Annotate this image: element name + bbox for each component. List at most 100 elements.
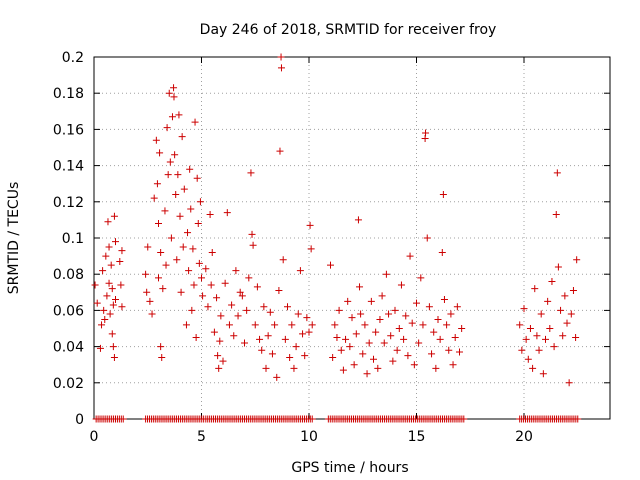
data-point <box>172 191 180 199</box>
data-point <box>439 191 447 199</box>
data-point <box>214 352 222 360</box>
data-point <box>108 330 116 338</box>
data-point <box>531 285 539 293</box>
data-point <box>271 321 279 329</box>
data-point <box>539 370 547 378</box>
data-point <box>348 314 356 322</box>
y-tick-label: 0.14 <box>53 159 84 175</box>
data-point <box>159 285 167 293</box>
data-point <box>170 84 178 92</box>
data-point <box>400 335 408 343</box>
data-point <box>305 328 313 336</box>
data-point <box>221 279 229 287</box>
data-point <box>165 89 173 97</box>
data-point <box>164 171 172 179</box>
data-point <box>236 288 244 296</box>
data-point <box>223 209 231 217</box>
data-point <box>171 151 179 159</box>
data-point <box>184 229 192 237</box>
x-axis-label: GPS time / hours <box>291 460 408 476</box>
x-tick-label: 0 <box>90 429 99 445</box>
data-point <box>516 321 524 329</box>
data-point <box>192 334 200 342</box>
data-point <box>417 274 425 282</box>
data-point <box>104 218 112 226</box>
data-point <box>173 256 181 264</box>
data-point <box>296 267 304 275</box>
data-point <box>354 216 362 224</box>
data-point <box>447 310 455 318</box>
data-point <box>299 330 307 338</box>
data-point <box>561 292 569 300</box>
data-point <box>268 350 276 358</box>
data-point <box>196 198 204 206</box>
data-point <box>449 361 457 369</box>
data-point <box>422 129 430 137</box>
data-point <box>238 292 246 300</box>
y-tick-label: 0.04 <box>53 340 84 356</box>
data-point <box>306 221 314 229</box>
data-point <box>374 364 382 372</box>
data-point <box>186 165 194 173</box>
data-point <box>406 252 414 260</box>
data-point <box>522 335 530 343</box>
y-tick-label: 0 <box>75 412 84 428</box>
data-point <box>393 346 401 354</box>
data-point <box>187 205 195 213</box>
y-tick-label: 0.18 <box>53 86 84 102</box>
data-point <box>438 248 446 256</box>
data-point <box>162 261 170 269</box>
data-point <box>105 279 113 287</box>
data-point <box>258 346 266 354</box>
data-point <box>563 319 571 327</box>
data-point <box>103 292 111 300</box>
data-point <box>208 248 216 256</box>
data-point <box>363 370 371 378</box>
y-tick-label: 0.12 <box>53 195 84 211</box>
data-point <box>142 270 150 278</box>
data-point <box>163 124 171 132</box>
data-point <box>559 332 567 340</box>
data-point <box>199 292 207 300</box>
data-point <box>202 265 210 273</box>
data-point <box>156 149 164 157</box>
data-point <box>410 361 418 369</box>
zero-marker <box>460 415 468 423</box>
data-point <box>361 321 369 329</box>
data-point <box>150 194 158 202</box>
data-point <box>185 267 193 275</box>
data-point <box>380 339 388 347</box>
data-point <box>191 118 199 126</box>
data-point <box>557 306 565 314</box>
data-point <box>352 330 360 338</box>
data-point <box>331 321 339 329</box>
data-point <box>365 339 373 347</box>
data-point <box>110 212 118 220</box>
data-point <box>552 210 560 218</box>
data-point <box>387 332 395 340</box>
data-point <box>415 339 423 347</box>
data-point <box>573 256 581 264</box>
data-point <box>188 306 196 314</box>
data-point <box>367 297 375 305</box>
data-point <box>430 328 438 336</box>
data-point <box>286 353 294 361</box>
data-point <box>294 310 302 318</box>
data-point <box>215 364 223 372</box>
data-point <box>432 364 440 372</box>
data-point <box>228 301 236 309</box>
data-point <box>279 256 287 264</box>
data-point <box>273 373 281 381</box>
x-tick-label: 20 <box>515 429 533 445</box>
data-point <box>288 321 296 329</box>
data-point <box>193 174 201 182</box>
data-point <box>247 169 255 177</box>
data-point <box>98 321 106 329</box>
data-point <box>350 361 358 369</box>
data-point <box>158 353 166 361</box>
data-point <box>253 283 261 291</box>
data-point <box>554 263 562 271</box>
data-point <box>91 281 99 289</box>
data-point <box>146 297 154 305</box>
